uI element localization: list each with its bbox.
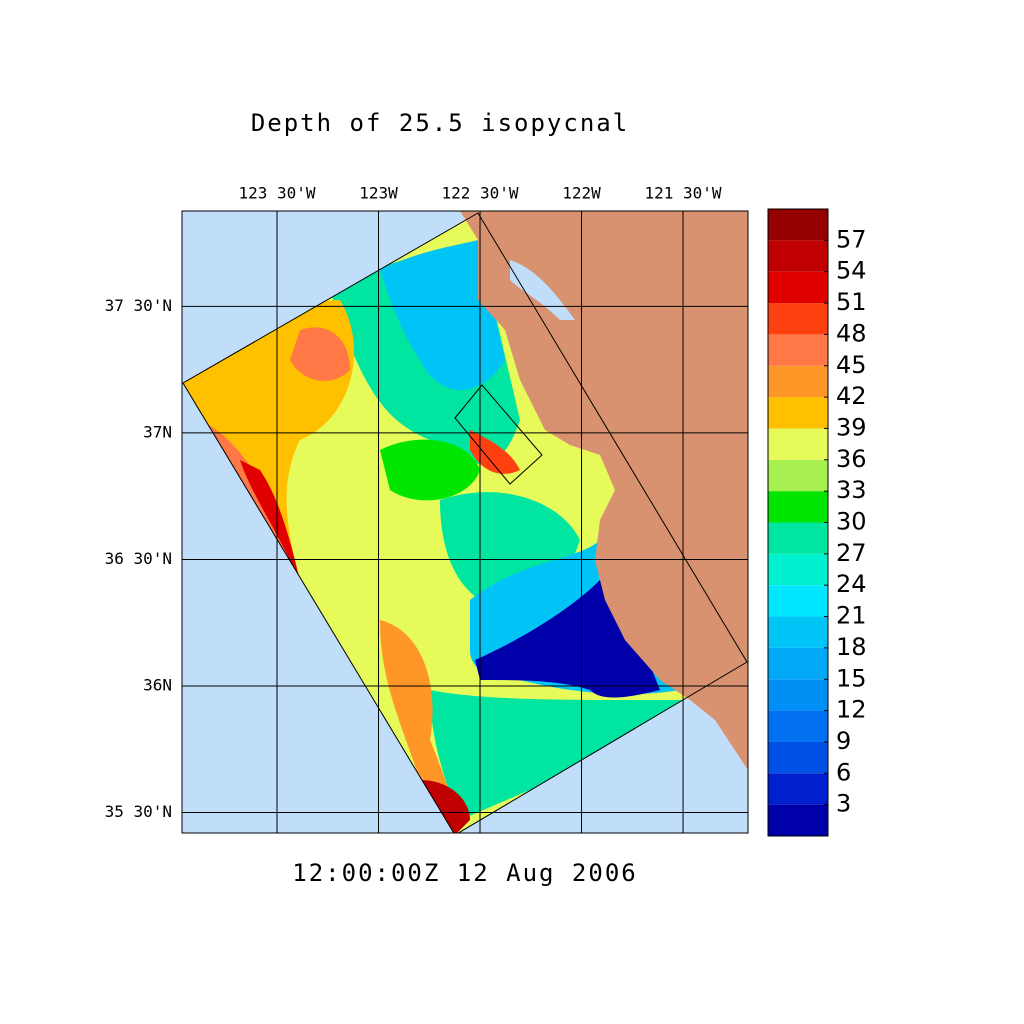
colorbar-box (768, 741, 828, 774)
colorbar-tick-label: 15 (836, 664, 867, 692)
colorbar-tick-label: 12 (836, 696, 867, 724)
map-area (182, 211, 748, 833)
lon-tick-label: 121 30'W (645, 184, 722, 203)
colorbar-box (768, 804, 828, 836)
lat-tick-label: 37 30'N (105, 296, 172, 315)
colorbar-box (768, 522, 828, 554)
lat-tick-label: 36N (143, 675, 172, 694)
colorbar-tick-label: 57 (836, 225, 867, 253)
bay (510, 260, 575, 320)
colorbar-box (768, 459, 828, 492)
colorbar-tick-label: 6 (836, 758, 851, 786)
colorbar-box (768, 271, 828, 304)
colorbar-box (768, 647, 828, 680)
colorbar-box (768, 209, 828, 241)
lat-tick-label: 36 30'N (105, 549, 172, 568)
colorbar-box (768, 334, 828, 366)
colorbar-tick-label: 54 (836, 257, 867, 285)
colorbar-box (768, 428, 828, 460)
colorbar-tick-label: 9 (836, 727, 851, 755)
colorbar-tick-label: 48 (836, 319, 867, 347)
lon-tick-label: 122 30'W (441, 184, 518, 203)
colorbar-box (768, 397, 828, 429)
title: Depth of 25.5 isopycnal (251, 109, 629, 137)
land (460, 211, 748, 770)
lat-tick-label: 35 30'N (105, 802, 172, 821)
colorbar-box (768, 491, 828, 523)
lon-tick-label: 122W (562, 184, 601, 203)
colorbar-tick-label: 33 (836, 476, 867, 504)
colorbar-box (768, 365, 828, 398)
colorbar-tick-label: 51 (836, 288, 867, 316)
colorbar-tick-label: 27 (836, 539, 867, 567)
colorbar-box (768, 710, 828, 742)
colorbar-tick-label: 21 (836, 602, 867, 630)
subdomain-outline (454, 384, 543, 485)
colorbar-tick-label: 18 (836, 633, 867, 661)
lat-tick-label: 37N (143, 422, 172, 441)
lon-tick-label: 123 30'W (238, 184, 315, 203)
lon-tick-label: 123W (359, 184, 398, 203)
colorbar-tick-label: 3 (836, 790, 851, 818)
colorbar-tick-label: 39 (836, 413, 867, 441)
colorbar-tick-label: 24 (836, 570, 867, 598)
colorbar-box (768, 585, 828, 617)
colorbar-box (768, 240, 828, 272)
colorbar-box (768, 679, 828, 711)
colorbar-box (768, 616, 828, 648)
colorbar-tick-label: 45 (836, 351, 867, 379)
colorbar-box (768, 553, 828, 586)
domain-outline (182, 212, 748, 833)
timestamp: 12:00:00Z 12 Aug 2006 (292, 859, 637, 887)
colorbar-box (768, 303, 828, 335)
colorbar-tick-label: 36 (836, 445, 867, 473)
map-frame (181, 210, 749, 834)
colorbar-box (768, 773, 828, 805)
colorbar-tick-label: 42 (836, 382, 867, 410)
colorbar-tick-label: 30 (836, 508, 867, 536)
